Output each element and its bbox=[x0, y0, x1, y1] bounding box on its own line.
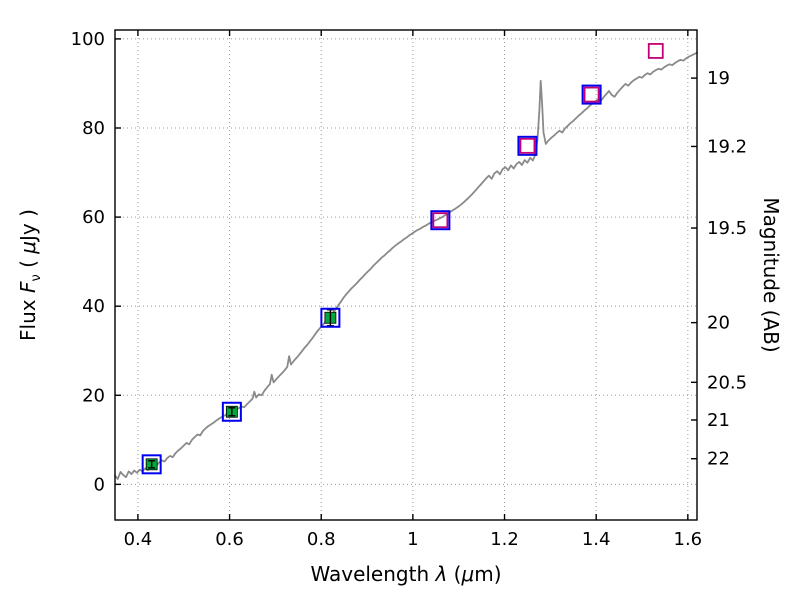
x-tick-label: 1.2 bbox=[490, 529, 519, 550]
x-tick-label: 1 bbox=[407, 529, 418, 550]
x-tick-label: 0.4 bbox=[124, 529, 153, 550]
flux-label-text: Jy ) bbox=[16, 209, 40, 241]
y-axis-label-magnitude: Magnitude (AB) bbox=[759, 197, 783, 352]
y-tick-magnitude-label: 20 bbox=[707, 313, 730, 334]
y-axis-label-flux: Flux Fν ( μJy ) bbox=[16, 209, 44, 341]
x-tick-label: 1.6 bbox=[674, 529, 703, 550]
magnitude-label-text: Magnitude (AB) bbox=[759, 197, 783, 353]
red-square-marker bbox=[647, 43, 664, 59]
blue-square-marker bbox=[141, 454, 162, 475]
flux-label-text: ( bbox=[16, 253, 40, 275]
y-tick-magnitude-label: 19.2 bbox=[707, 136, 747, 157]
y-tick-magnitude-label: 20.5 bbox=[707, 372, 747, 393]
mu-symbol: μ bbox=[16, 240, 40, 254]
blue-square-marker bbox=[221, 401, 242, 422]
flux-symbol: F bbox=[16, 281, 40, 294]
red-square-marker bbox=[519, 137, 536, 154]
x-tick-label: 0.6 bbox=[215, 529, 244, 550]
y-tick-magnitude-label: 22 bbox=[707, 449, 730, 470]
blue-square-marker bbox=[430, 210, 451, 231]
y-tick-magnitude-label: 19.5 bbox=[707, 218, 747, 239]
y-tick-magnitude-label: 19 bbox=[707, 68, 730, 89]
y-tick-flux-label: 40 bbox=[82, 296, 105, 317]
x-axis-label-text: Wavelength bbox=[310, 562, 436, 586]
y-tick-magnitude-label: 21 bbox=[707, 410, 730, 431]
blue-square-marker bbox=[581, 84, 602, 105]
blue-square-marker bbox=[320, 307, 341, 328]
y-tick-flux-label: 60 bbox=[82, 207, 105, 228]
y-tick-flux-label: 20 bbox=[82, 385, 105, 406]
red-square-marker bbox=[583, 86, 600, 103]
x-axis-label-text: m) bbox=[474, 562, 502, 586]
y-tick-flux-label: 0 bbox=[94, 474, 105, 495]
y-tick-flux-label: 100 bbox=[71, 29, 105, 50]
nu-subscript: ν bbox=[29, 274, 44, 282]
x-tick-label: 0.8 bbox=[307, 529, 336, 550]
blue-square-marker bbox=[517, 135, 538, 156]
x-axis-label: Wavelength λ (μm) bbox=[310, 562, 501, 586]
spectrum-line bbox=[114, 51, 698, 480]
plot-frame bbox=[114, 29, 698, 521]
red-square-marker bbox=[432, 212, 449, 229]
y-tick-flux-label: 80 bbox=[82, 118, 105, 139]
flux-label-text: Flux bbox=[16, 293, 40, 341]
mu-symbol: μ bbox=[461, 562, 475, 586]
lambda-symbol: λ bbox=[435, 562, 448, 586]
x-tick-label: 1.4 bbox=[582, 529, 611, 550]
x-axis-label-text: ( bbox=[447, 562, 462, 586]
